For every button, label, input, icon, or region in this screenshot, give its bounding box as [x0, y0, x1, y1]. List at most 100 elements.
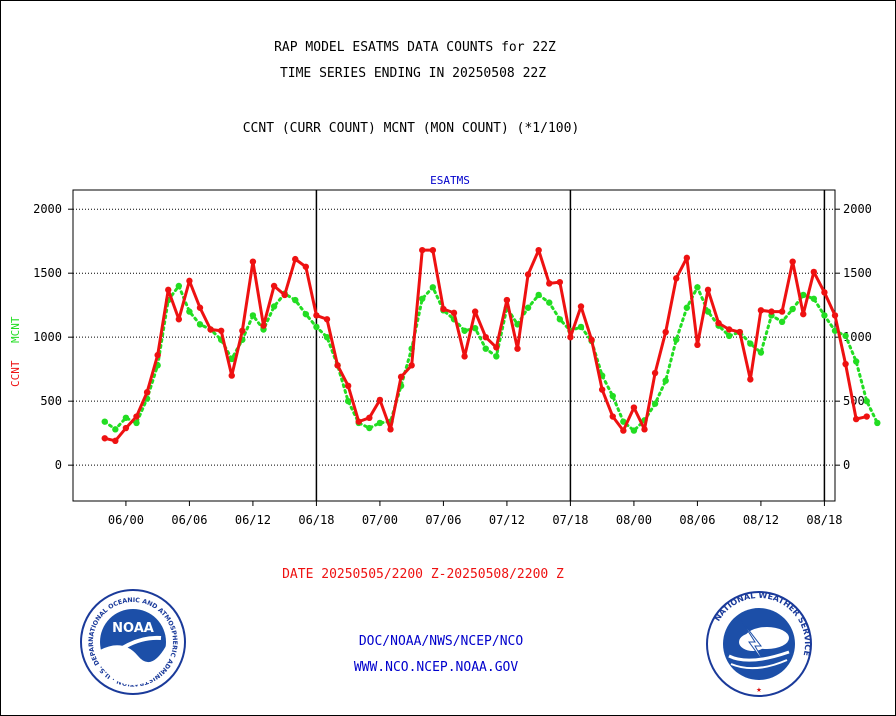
y-tick-label-right: 0 — [843, 458, 850, 472]
ccnt-point — [503, 296, 511, 304]
mcnt-point — [535, 291, 542, 299]
mcnt-point — [122, 414, 130, 422]
mcnt-point — [800, 291, 807, 299]
ccnt-point — [768, 308, 775, 315]
ccnt-point — [662, 328, 669, 336]
ccnt-point — [683, 254, 691, 262]
ccnt-point — [577, 303, 585, 310]
mcnt-point — [175, 282, 183, 290]
mcnt-point — [821, 312, 828, 319]
ccnt-point — [429, 246, 437, 254]
mcnt-point — [863, 397, 870, 405]
mcnt-point — [683, 304, 691, 311]
ccnt-point — [249, 258, 257, 265]
ccnt-point — [715, 319, 722, 327]
mcnt-point — [471, 325, 479, 332]
mcnt-point — [810, 295, 818, 302]
mcnt-point — [609, 392, 616, 400]
y-tick-label-right: 2000 — [843, 202, 872, 216]
ccnt-point — [397, 373, 405, 381]
mcnt-point — [524, 304, 532, 311]
ccnt-point — [196, 304, 204, 311]
ccnt-point — [800, 310, 807, 318]
ccnt-point — [154, 351, 161, 359]
ccnt-point — [101, 435, 108, 442]
ccnt-point — [461, 353, 468, 360]
mcnt-point — [482, 345, 489, 352]
mcnt-point — [620, 418, 627, 425]
ccnt-point — [535, 246, 542, 254]
ccnt-point — [482, 333, 489, 341]
ccnt-point — [471, 308, 479, 315]
x-tick-label: 08/06 — [679, 513, 715, 527]
mcnt-point — [419, 295, 426, 302]
ccnt-point — [260, 322, 267, 329]
ccnt-point — [821, 289, 828, 296]
footer-date-range: DATE 20250505/2200 Z-20250508/2200 Z — [282, 567, 564, 582]
ccnt-point — [292, 255, 299, 263]
mcnt-point — [376, 419, 384, 427]
x-tick-label: 07/18 — [552, 513, 588, 527]
noaa-logo: NATIONAL OCEANIC AND ATMOSPHERIC ADMINIS… — [80, 589, 186, 695]
footer-org: DOC/NOAA/NWS/NCEP/NCO — [359, 634, 524, 649]
y-tick-label-left: 500 — [40, 394, 62, 408]
ccnt-point — [694, 341, 701, 349]
x-tick-label: 07/00 — [362, 513, 398, 527]
ccnt-point — [598, 386, 606, 393]
ccnt-point — [217, 327, 225, 334]
ccnt-point — [842, 360, 849, 368]
mcnt-point — [270, 303, 278, 310]
ccnt-point — [630, 404, 638, 411]
ccnt-point — [736, 328, 743, 336]
ccnt-point — [344, 382, 352, 390]
mcnt-point — [493, 353, 500, 360]
ccnt-point — [165, 286, 172, 294]
ccnt-point — [567, 333, 574, 341]
ccnt-point — [228, 372, 235, 379]
mcnt-point — [546, 299, 553, 306]
mcnt-point — [874, 419, 881, 427]
ccnt-point — [620, 427, 627, 434]
y-tick-label-right: 1500 — [843, 266, 872, 280]
x-tick-label: 08/12 — [743, 513, 779, 527]
ccnt-point — [143, 389, 151, 396]
ccnt-point — [323, 316, 331, 323]
x-tick-label: 06/06 — [171, 513, 207, 527]
mcnt-point — [228, 355, 235, 363]
y-tick-label-left: 2000 — [33, 202, 62, 216]
mcnt-point — [323, 333, 331, 341]
ccnt-point — [450, 309, 458, 317]
mcnt-point — [747, 340, 754, 347]
mcnt-point — [630, 427, 638, 434]
ccnt-point — [122, 424, 130, 432]
mcnt-point — [852, 358, 860, 365]
y-label-ccnt: CCNT — [9, 360, 22, 387]
mcnt-point — [704, 308, 712, 315]
ccnt-point — [757, 307, 765, 314]
mcnt-point — [662, 377, 669, 384]
ccnt-point — [556, 278, 564, 286]
ccnt-point — [239, 327, 246, 334]
ccnt-point — [831, 312, 839, 319]
footer-url: WWW.NCO.NCEP.NOAA.GOV — [354, 660, 519, 675]
y-tick-label-left: 1000 — [33, 330, 62, 344]
svg-text:★: ★ — [756, 685, 762, 695]
ccnt-point — [704, 286, 712, 294]
x-tick-label: 06/18 — [298, 513, 334, 527]
ccnt-point — [419, 246, 426, 254]
ccnt-point — [281, 291, 288, 299]
ccnt-point — [852, 415, 860, 423]
ccnt-point — [641, 426, 648, 433]
mcnt-point — [757, 349, 765, 356]
mcnt-point — [302, 310, 310, 318]
ccnt-point — [588, 336, 595, 343]
mcnt-point — [429, 284, 437, 291]
nws-logo: NATIONAL WEATHER SERVICE ★ — [706, 591, 812, 697]
mcnt-point — [112, 426, 119, 433]
plot-title: ESATMS — [430, 174, 470, 187]
ccnt-point — [609, 413, 616, 420]
mcnt-point — [249, 312, 257, 319]
mcnt-point — [673, 336, 680, 343]
mcnt-point — [577, 323, 585, 331]
